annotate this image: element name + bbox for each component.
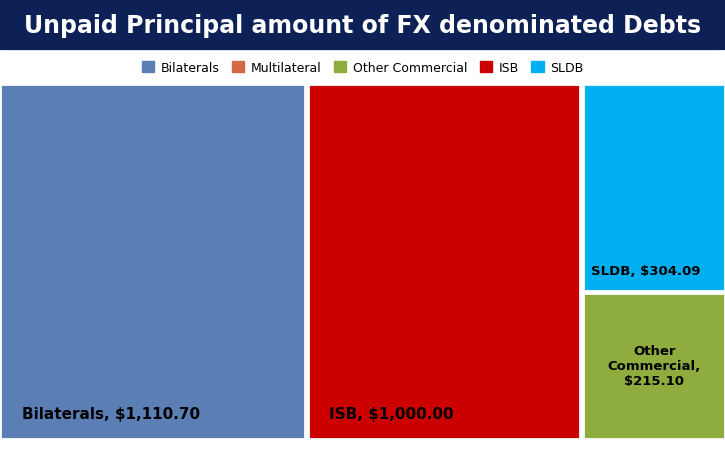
Text: Source : MOF Quarterly Bulletin & CBSL As at 31st March 2023; amount is in USD m: Source : MOF Quarterly Bulletin & CBSL A… bbox=[11, 453, 538, 463]
Text: Bilaterals, $1,110.70: Bilaterals, $1,110.70 bbox=[22, 407, 200, 421]
Text: ↗charts.lk: ↗charts.lk bbox=[643, 453, 707, 463]
Legend: Bilaterals, Multilateral, Other Commercial, ISB, SLDB: Bilaterals, Multilateral, Other Commerci… bbox=[137, 57, 588, 80]
Bar bbox=[307, 85, 581, 439]
Text: Other
Commercial,
$215.10: Other Commercial, $215.10 bbox=[608, 345, 701, 387]
Text: SLDB, $304.09: SLDB, $304.09 bbox=[591, 265, 700, 278]
Text: ISB, $1,000.00: ISB, $1,000.00 bbox=[329, 407, 454, 421]
Bar bbox=[584, 293, 725, 439]
Text: Unpaid Principal amount of FX denominated Debts: Unpaid Principal amount of FX denominate… bbox=[24, 14, 701, 38]
FancyBboxPatch shape bbox=[0, 1, 725, 50]
Bar bbox=[584, 85, 725, 292]
Bar bbox=[0, 85, 304, 439]
